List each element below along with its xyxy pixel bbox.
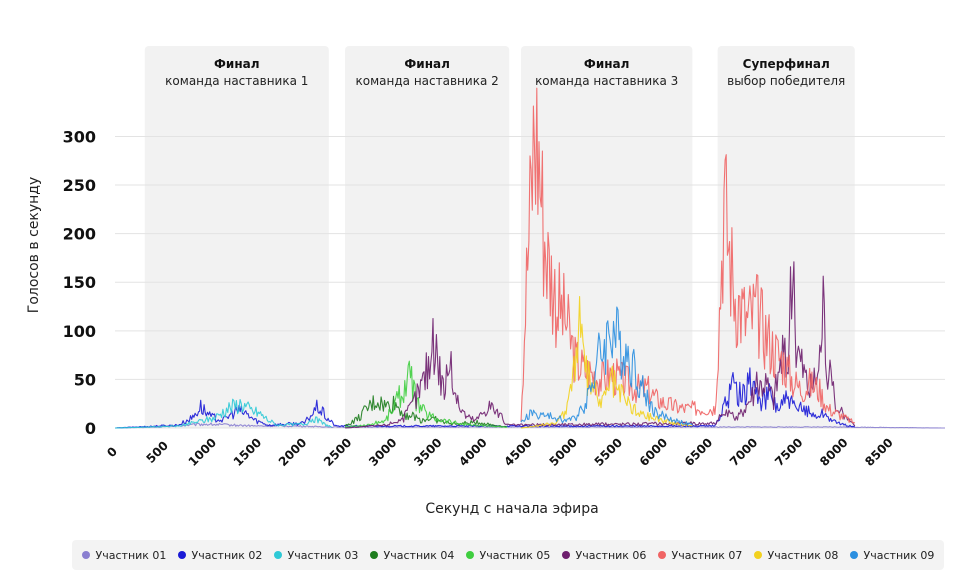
x-tick-label: 500 [143,438,171,466]
legend-item: Участник 05 [465,548,551,562]
y-tick-label: 100 [63,322,96,341]
legend-label: Участник 01 [95,548,167,562]
legend-item: Участник 08 [753,548,839,562]
segment-title: Финал [584,57,630,71]
legend-swatch [561,551,570,559]
x-tick-label: 0 [104,444,120,460]
x-tick-label: 5000 [546,435,580,469]
y-tick-label: 50 [74,370,96,389]
legend-item: Участник 07 [657,548,743,562]
legend-label: Участник 04 [383,548,455,562]
x-tick-label: 8000 [817,435,851,469]
series-line [520,296,693,429]
legend-item: Участник 03 [273,548,359,562]
series-line [344,360,508,428]
x-axis-label: Секунд с начала эфира [425,501,598,517]
series-line [115,398,332,429]
legend-label: Участник 02 [191,548,263,562]
segment-subtitle: выбор победителя [727,74,845,88]
data-series [115,87,945,429]
legend-item: Участник 02 [177,548,263,562]
segment-title: Суперфинал [743,57,830,71]
legend-label: Участник 05 [479,548,551,562]
x-tick-label: 2000 [276,435,310,469]
chart: Финал команда наставника 1 Финал команда на… [26,46,945,517]
x-tick-label: 6000 [637,435,671,469]
segment-band [717,46,855,428]
y-tick-label: 200 [63,225,96,244]
segment-band [345,46,510,428]
x-tick-label: 7500 [772,435,806,469]
legend-swatch [81,551,90,559]
x-tick-label: 7000 [727,435,761,469]
legend-item: Участник 09 [849,548,935,562]
legend-swatch [465,551,474,559]
y-tick-label: 0 [85,419,96,438]
x-tick-label: 3000 [366,435,400,469]
y-tick-label: 300 [63,127,96,146]
legend: Участник 01 Участник 02 Участник 03 Участни… [72,540,944,570]
legend-item: Участник 06 [561,548,647,562]
legend-label: Участник 08 [767,548,839,562]
segment-band [144,46,329,428]
segment-bands: Финал команда наставника 1 Финал команда на… [144,46,855,428]
series-line [344,395,508,428]
x-tick-label: 3500 [411,435,445,469]
y-tick-label: 150 [63,273,96,292]
segment-band [520,46,693,428]
x-axis-ticks: 0 500 1000 1500 2000 2500 3000 3500 4000 4500 5000… [104,435,896,469]
legend-label: Участник 09 [863,548,935,562]
legend-swatch [849,551,858,559]
legend-label: Участник 07 [671,548,743,562]
y-axis-ticks: 0 50 100 150 200 250 300 [63,127,96,438]
x-tick-label: 8500 [862,435,896,469]
x-tick-label: 5500 [592,435,626,469]
y-axis-label: Голосов в секунду [26,177,42,313]
x-tick-label: 6500 [682,435,716,469]
legend-swatch [753,551,762,559]
x-tick-label: 2500 [321,435,355,469]
y-tick-label: 250 [63,176,96,195]
x-tick-label: 1500 [231,435,265,469]
segment-subtitle: команда наставника 3 [535,74,678,88]
legend-label: Участник 03 [287,548,359,562]
x-tick-label: 1000 [186,435,220,469]
legend-swatch [657,551,666,559]
segment-subtitle: команда наставника 1 [165,74,308,88]
legend-swatch [369,551,378,559]
x-tick-label: 4500 [501,435,535,469]
legend-swatch [177,551,186,559]
legend-item: Участник 04 [369,548,455,562]
series-line [345,261,856,429]
legend-item: Участник 01 [81,548,167,562]
series-line [520,306,693,426]
x-tick-label: 4000 [456,435,490,469]
legend-swatch [273,551,282,559]
legend-label: Участник 06 [575,548,647,562]
segment-title: Финал [404,57,450,71]
series-line [520,87,856,424]
segment-subtitle: команда наставника 2 [356,74,499,88]
segment-title: Финал [214,57,260,71]
